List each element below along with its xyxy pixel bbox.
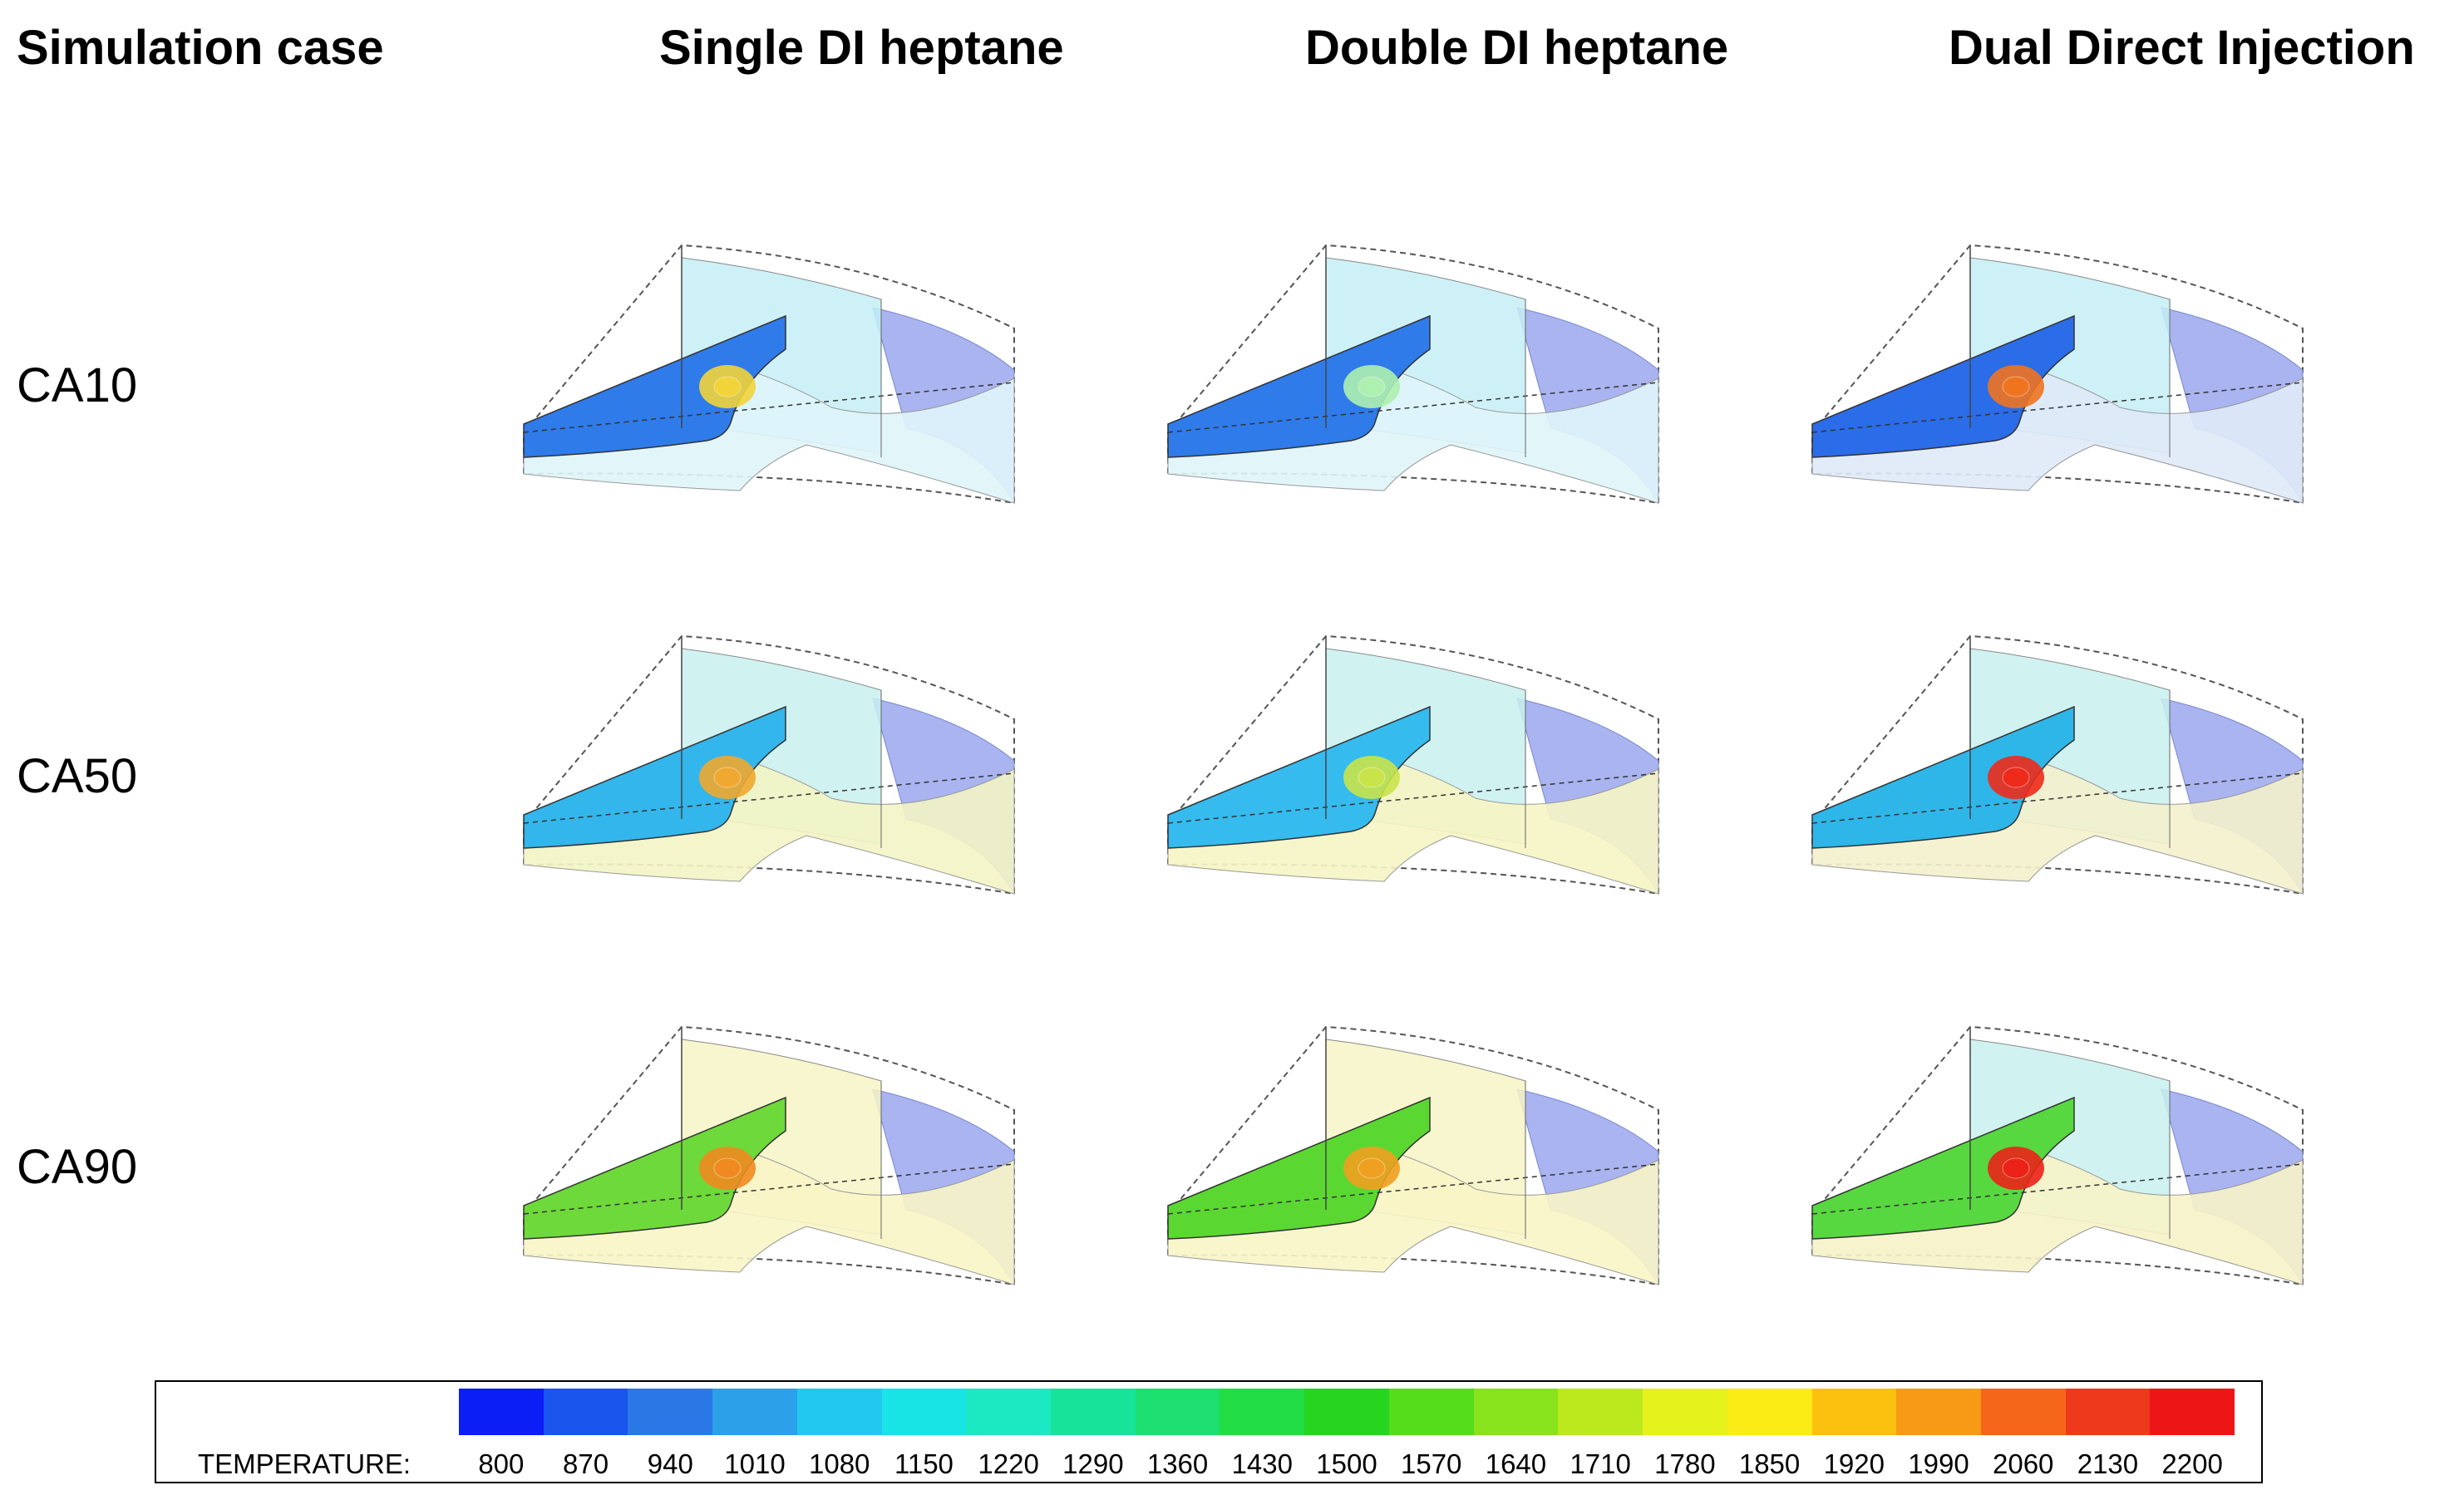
sector-diagram [523, 1025, 1015, 1286]
sector-diagram [1811, 1025, 2304, 1286]
legend-tick-label: 1290 [1062, 1448, 1124, 1479]
panel-ca10-double [1160, 237, 1659, 528]
legend-swatch [543, 1389, 628, 1435]
legend-tick-label: 870 [563, 1448, 609, 1479]
temperature-legend: TEMPERATURE: 800 870 940 1010 1080 1150 1220 12… [155, 1380, 2263, 1483]
sector-outline [1811, 634, 2304, 896]
legend-tick-label: 1150 [894, 1448, 954, 1479]
sector-outline [1811, 244, 2304, 505]
cutting-plane [523, 705, 786, 849]
sector-outline [523, 244, 1015, 505]
cutting-plane [1167, 1096, 1431, 1240]
legend-swatch [1727, 1389, 1812, 1435]
legend-tick-label: 1710 [1570, 1448, 1631, 1479]
hot-core [1358, 376, 1386, 397]
legend-swatch [628, 1389, 713, 1435]
legend-color-bar [459, 1389, 2235, 1435]
cutting-plane [1811, 314, 2075, 458]
legend-swatch [712, 1389, 797, 1435]
legend-tick-label: 940 [647, 1448, 693, 1479]
legend-tick-label: 1360 [1146, 1448, 1209, 1479]
legend-swatch [1051, 1389, 1136, 1435]
hot-core [2002, 767, 2030, 788]
sector-diagram [1167, 634, 1659, 896]
hot-core [713, 376, 742, 397]
cutting-plane [1167, 705, 1431, 849]
panel-ca90-single [515, 1019, 1015, 1310]
legend-tick-label: 1080 [808, 1448, 870, 1479]
legend-swatch [2065, 1389, 2151, 1435]
legend-tick-label: 1850 [1738, 1448, 1801, 1479]
panel-ca10-single [515, 237, 1015, 528]
legend-swatch [1388, 1389, 1474, 1435]
legend-tick-label: 1780 [1654, 1448, 1716, 1479]
legend-swatch [1643, 1389, 1727, 1435]
legend-tick-label: 1570 [1400, 1448, 1462, 1479]
legend-tick-label: 1990 [1908, 1448, 1969, 1479]
sector-diagram [523, 634, 1015, 896]
legend-swatch [1220, 1389, 1305, 1435]
legend-swatch [1473, 1389, 1559, 1435]
sector-outline [1811, 1025, 2304, 1286]
sector-diagram [1167, 244, 1659, 505]
cutting-plane [1811, 705, 2075, 849]
legend-tick-label: 1920 [1823, 1448, 1885, 1479]
cutting-plane [523, 1096, 786, 1240]
cutting-plane [523, 314, 786, 458]
hot-core [713, 767, 742, 788]
legend-tick-label: 2060 [1992, 1448, 2054, 1479]
sector-outline [523, 634, 1015, 896]
hot-core [713, 1157, 742, 1179]
sector-diagram [1167, 1025, 1659, 1286]
sector-diagram [1811, 634, 2304, 896]
sector-outline [1167, 1025, 1659, 1286]
panel-ca90-dual [1804, 1019, 2304, 1310]
panel-ca50-dual [1804, 628, 2304, 919]
sector-diagram [1811, 244, 2304, 505]
sector-outline [523, 1025, 1015, 1286]
row-label-ca10: CA10 [17, 358, 138, 412]
header-double-di-heptane: Double DI heptane [1305, 21, 1729, 75]
hot-core [2002, 376, 2030, 397]
legend-swatch [1135, 1389, 1220, 1435]
legend-swatch [796, 1389, 882, 1435]
hot-core [1358, 1157, 1386, 1179]
sector-outline [1167, 244, 1659, 505]
header-single-di-heptane: Single DI heptane [659, 21, 1064, 75]
legend-tick-label: 2130 [2077, 1448, 2139, 1479]
legend-tick-label: 1500 [1316, 1448, 1377, 1479]
panel-ca90-double [1160, 1019, 1659, 1310]
header-simulation-case: Simulation case [17, 21, 384, 75]
legend-swatch [2150, 1389, 2235, 1435]
hot-core [1358, 767, 1386, 788]
legend-swatch [881, 1389, 967, 1435]
legend-title: TEMPERATURE: [198, 1448, 411, 1479]
row-label-ca90: CA90 [17, 1140, 138, 1194]
legend-tick-label: 800 [478, 1448, 525, 1479]
legend-tick-label: 1430 [1231, 1448, 1293, 1479]
hot-core [2002, 1157, 2030, 1179]
legend-swatch [1304, 1389, 1389, 1435]
panel-ca10-dual [1804, 237, 2304, 528]
cutting-plane [1811, 1096, 2075, 1240]
legend-tick-label: 1010 [724, 1448, 786, 1479]
cutting-plane [1167, 314, 1431, 458]
row-label-ca50: CA50 [17, 749, 138, 803]
legend-tick-label: 1220 [978, 1448, 1039, 1479]
legend-swatch [1896, 1389, 1981, 1435]
legend-swatch [1980, 1389, 2066, 1435]
panel-ca50-double [1160, 628, 1659, 919]
sector-outline [1167, 634, 1659, 896]
legend-swatch [1811, 1389, 1897, 1435]
header-dual-direct-injection: Dual Direct Injection [1949, 21, 2415, 75]
legend-swatch [966, 1389, 1052, 1435]
sector-diagram [523, 244, 1015, 505]
legend-swatch [459, 1389, 544, 1435]
panel-ca50-single [515, 628, 1015, 919]
legend-swatch [1558, 1389, 1643, 1435]
legend-tick-label: 2200 [2161, 1448, 2223, 1479]
legend-tick-label: 1640 [1485, 1448, 1547, 1479]
